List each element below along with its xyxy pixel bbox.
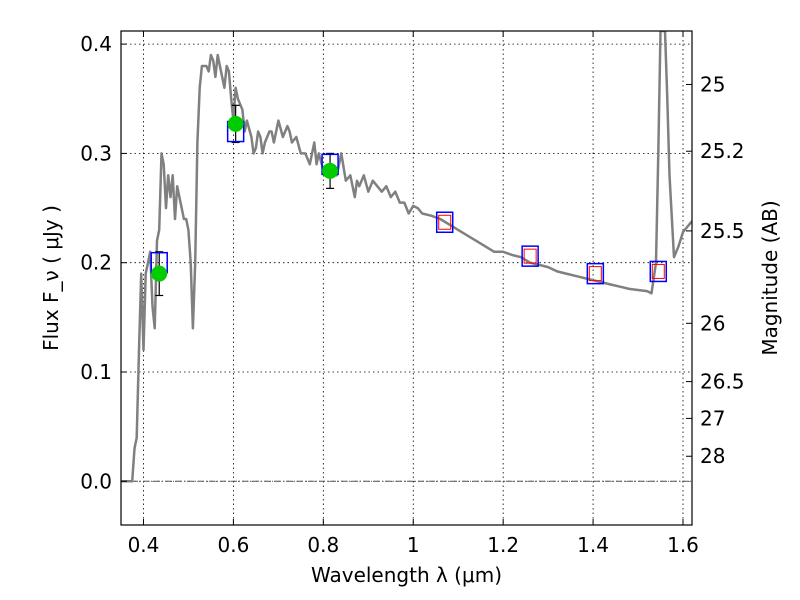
sed-model-curve-group: [121, 31, 692, 483]
axis-ticks: 0.4 0.6 0.8 1 1.2 1.4 1.6 0.0 0.1 0.2 0.3 0.4 25 25.2…: [80, 31, 745, 557]
observed-flux-point: [322, 162, 339, 179]
right-tick-label: 25.5: [700, 219, 745, 243]
right-tick-label: 26.5: [700, 370, 745, 394]
y-axis-label: Flux F_ν ( μJy ): [39, 205, 63, 351]
right-tick-label: 25.2: [700, 139, 745, 163]
x-axis-label: Wavelength λ (μm): [311, 563, 502, 587]
model-flux-marker: [586, 262, 605, 285]
x-tick-label: 1.2: [487, 533, 519, 557]
upper-limit-marker: [523, 248, 537, 264]
grid-lines: [121, 31, 692, 525]
y-tick-label: 0.1: [80, 360, 112, 384]
observed-flux-point: [227, 115, 244, 132]
upper-limit-marker: [651, 263, 665, 279]
model-flux-marker: [521, 245, 539, 267]
model-flux-marker: [649, 260, 668, 283]
upper-limit-marker: [438, 214, 452, 230]
x-tick-label: 0.8: [307, 533, 339, 557]
data-markers: [150, 115, 668, 285]
y-tick-label: 0.0: [80, 469, 112, 493]
upper-limit-marker: [588, 266, 602, 282]
y-tick-label: 0.4: [80, 32, 112, 56]
right-tick-label: 26: [700, 311, 725, 335]
x-tick-label: 0.4: [128, 533, 160, 557]
right-axis-label: Magnitude (AB): [758, 200, 782, 355]
x-tick-label: 0.6: [217, 533, 249, 557]
x-tick-label: 1: [407, 533, 420, 557]
y-tick-label: 0.2: [80, 251, 112, 275]
right-tick-label: 28: [700, 444, 725, 468]
right-tick-label: 27: [700, 406, 725, 430]
right-tick-label: 25: [700, 72, 725, 96]
y-tick-label: 0.3: [80, 141, 112, 165]
sed-model-curve: [121, 31, 692, 483]
error-bars: [155, 104, 335, 297]
x-tick-label: 1.4: [577, 533, 609, 557]
plot-frame: [120, 30, 693, 526]
model-flux-marker: [435, 211, 454, 234]
observed-flux-point: [151, 265, 168, 282]
x-tick-label: 1.6: [667, 533, 699, 557]
